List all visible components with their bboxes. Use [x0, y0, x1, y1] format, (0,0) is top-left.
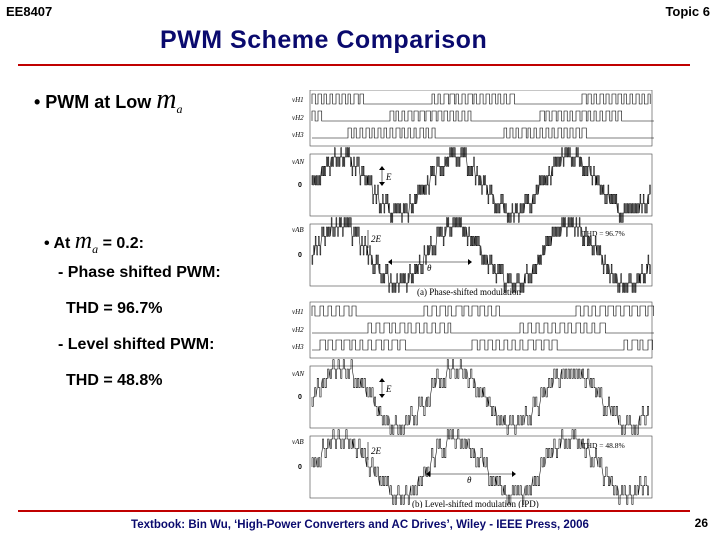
level-shifted-label: - Level shifted PWM:: [58, 336, 215, 353]
label-vab: vAB: [292, 226, 304, 234]
level-shifted-panel: vH1 vH2 vH3 vAN 0 vAB 0 E 2E θ THD = 48.…: [292, 301, 654, 508]
vh2-waveform: [311, 110, 654, 122]
label-vh1: vH1: [292, 96, 304, 104]
waveform-frames: [309, 90, 653, 287]
label-vh1: vH1: [292, 308, 304, 316]
vab-waveform: [311, 429, 649, 505]
two-e-annotation: 2E: [367, 230, 382, 248]
label-vh3: vH3: [292, 131, 304, 139]
bullet-text: • PWM at Low: [34, 92, 157, 112]
ma-subscript: a: [92, 242, 99, 256]
label-zero: 0: [298, 252, 302, 259]
course-code: EE8407: [6, 4, 53, 19]
theta-annotation: θ: [388, 259, 472, 273]
vh2-waveform: [312, 322, 654, 334]
slide-title: PWM Scheme Comparison: [160, 26, 488, 54]
two-e-annotation: 2E: [367, 442, 382, 460]
theta-label: θ: [427, 263, 432, 273]
thd-annotation: THD = 96.7%: [582, 229, 625, 238]
e-label: E: [385, 172, 392, 182]
waveform-frames: [309, 301, 653, 499]
e-label: E: [385, 384, 392, 394]
label-vh2: vH2: [292, 326, 304, 334]
label-zero: 0: [298, 394, 302, 401]
van-waveform: [311, 359, 649, 435]
bullet-value: = 0.2:: [98, 235, 144, 252]
phase-shifted-label: - Phase shifted PWM:: [58, 264, 221, 281]
bullet-text: • At: [44, 235, 75, 252]
phase-shifted-panel: vH1 vH2 vH3 vAN 0 vAB 0 E 2E θ THD = 96.…: [292, 90, 654, 297]
van-waveform: [311, 147, 651, 223]
label-vh3: vH3: [292, 343, 304, 351]
panel-caption: (a) Phase-shifted modulation: [417, 287, 521, 297]
label-zero: 0: [298, 182, 302, 189]
phase-shifted-thd: THD = 96.7%: [66, 300, 163, 317]
label-vh2: vH2: [292, 114, 304, 122]
bullet-ma-02: • At ma = 0.2:: [44, 228, 144, 256]
topic-label: Topic 6: [665, 4, 710, 19]
label-van: vAN: [292, 370, 304, 378]
vh3-waveform: [312, 127, 654, 139]
footer-reference: Textbook: Bin Wu, ‘High-Power Converters…: [131, 519, 589, 531]
e-annotation: E: [379, 378, 392, 398]
level-shifted-thd: THD = 48.8%: [66, 372, 163, 389]
label-vab: vAB: [292, 438, 304, 446]
ma-subscript: a: [176, 102, 183, 116]
ma-symbol: m: [74, 228, 93, 254]
vab-waveform: [311, 217, 651, 293]
panel-caption: (b) Level-shifted modulation (IPD): [412, 499, 539, 508]
label-van: vAN: [292, 158, 304, 166]
footer-divider: [18, 510, 690, 512]
title-divider: [18, 64, 690, 66]
pwm-waveform-figure: vH1 vH2 vH3 vAN 0 vAB 0 E 2E θ THD = 96.…: [292, 90, 654, 508]
theta-label: θ: [467, 475, 472, 485]
label-zero: 0: [298, 464, 302, 471]
e-annotation: E: [379, 166, 392, 186]
page-number: 26: [694, 516, 708, 530]
bullet-low-ma: • PWM at Low ma: [34, 84, 183, 116]
vh1-waveform: [311, 305, 654, 317]
two-e-label: 2E: [371, 446, 382, 456]
theta-annotation: θ: [426, 471, 516, 485]
ma-symbol: m: [156, 84, 177, 115]
vh3-waveform: [312, 339, 653, 351]
vh1-waveform: [311, 93, 651, 105]
two-e-label: 2E: [371, 234, 382, 244]
thd-annotation: THD = 48.8%: [582, 441, 625, 450]
